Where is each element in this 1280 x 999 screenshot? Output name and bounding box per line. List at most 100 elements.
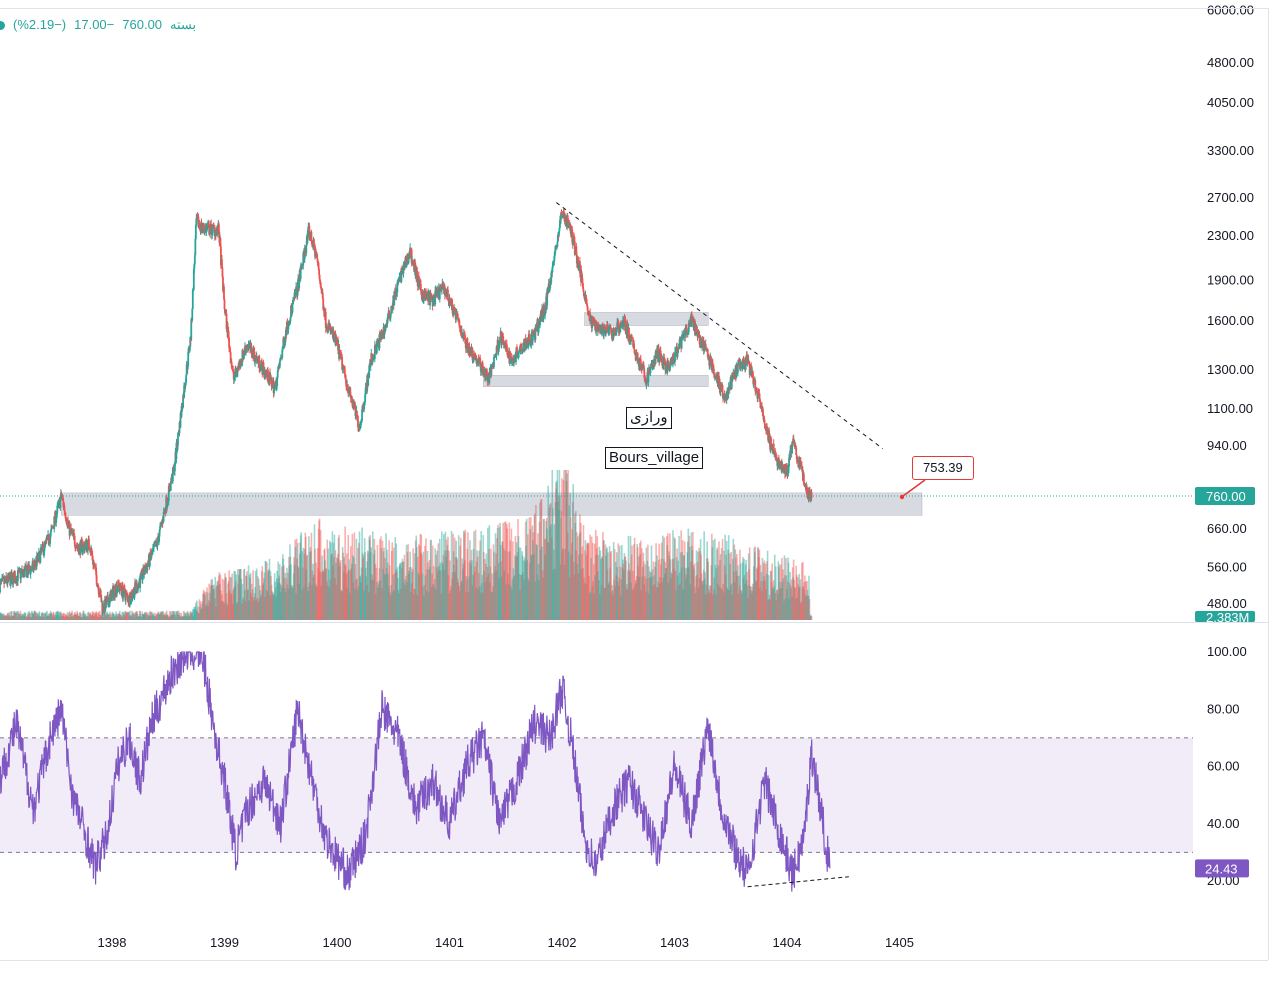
volume-bar: [582, 525, 585, 620]
candle-body: [169, 481, 172, 491]
volume-bar: [184, 615, 187, 620]
volume-bar: [543, 518, 545, 620]
candle-body: [537, 328, 540, 333]
volume-bar: [61, 615, 63, 620]
candle-body: [712, 368, 715, 375]
volume-bar: [303, 553, 306, 620]
ohlc-legend: بسته760.00−17.00(−2.19%): [0, 17, 204, 33]
volume-bar: [76, 610, 79, 620]
candle-body: [631, 338, 634, 340]
volume-bar: [695, 576, 697, 620]
candle-body: [344, 373, 347, 376]
volume-bar: [494, 565, 496, 620]
candle-body: [139, 574, 142, 576]
candle-body: [643, 368, 646, 378]
volume-bar: [409, 551, 411, 620]
volume-bar: [705, 584, 708, 620]
volume-bar: [341, 591, 343, 620]
volume-bar: [236, 569, 239, 620]
volume-bar: [262, 584, 264, 620]
volume-bar: [257, 602, 260, 620]
volume-bar: [806, 581, 808, 620]
candle-body: [201, 229, 203, 231]
volume-bar: [264, 560, 267, 620]
candle-body: [684, 334, 687, 337]
candle-body: [35, 555, 38, 567]
candle-body: [152, 548, 154, 552]
volume-bar: [361, 527, 363, 620]
candle-body: [684, 325, 687, 335]
price-zone-3[interactable]: [483, 375, 709, 387]
volume-bar: [657, 559, 660, 620]
volume-bar: [469, 559, 472, 620]
volume-bar: [418, 575, 421, 620]
volume-bar: [389, 595, 392, 620]
volume-bar: [596, 571, 599, 620]
volume-bar: [441, 562, 444, 620]
rsi-divergence-line[interactable]: [747, 876, 849, 888]
candle-body: [534, 326, 537, 340]
rsi-badge[interactable]: [1195, 859, 1249, 878]
volume-badge[interactable]: [1195, 611, 1255, 622]
volume-bar: [182, 611, 185, 620]
volume-bar: [734, 549, 737, 620]
candle-body: [81, 549, 84, 552]
volume-bar: [207, 600, 210, 620]
candle-body: [676, 346, 678, 357]
volume-bar: [750, 593, 753, 620]
candle-body: [304, 247, 307, 252]
candle-body: [487, 375, 490, 377]
volume-bar: [800, 603, 802, 620]
volume-bar: [31, 611, 34, 620]
volume-bar: [146, 617, 149, 620]
candle-body: [783, 468, 785, 470]
volume-bar: [56, 610, 59, 620]
price-zone-2[interactable]: [584, 312, 709, 326]
candle-body: [17, 570, 19, 582]
volume-bar: [291, 587, 293, 620]
volume-bar: [535, 504, 537, 620]
volume-bar: [712, 594, 714, 620]
volume-bar: [344, 526, 346, 620]
candle-body: [624, 320, 627, 332]
volume-bar: [444, 550, 446, 620]
volume-bar: [621, 567, 624, 620]
volume-bar: [763, 560, 766, 620]
volume-bar: [807, 595, 809, 620]
volume-bar: [359, 577, 361, 620]
candle-body: [81, 541, 84, 552]
volume-bar: [235, 603, 238, 620]
volume-bar: [93, 615, 96, 620]
volume-bar: [272, 592, 274, 620]
volume-bar: [672, 558, 675, 620]
last-price-badge[interactable]: [1195, 487, 1255, 505]
volume-bar: [431, 545, 434, 620]
price-callout[interactable]: 753.39: [912, 456, 974, 480]
volume-bar: [54, 614, 57, 620]
candle-body: [422, 291, 424, 301]
rsi-pane[interactable]: [0, 651, 1193, 892]
candle-body: [554, 246, 557, 253]
volume-bar: [288, 565, 291, 620]
volume-bar: [749, 585, 751, 620]
volume-bar: [713, 589, 715, 620]
volume-bar: [299, 542, 301, 620]
price-zone-1[interactable]: [61, 492, 923, 516]
candle-body: [435, 289, 438, 292]
volume-bar: [16, 617, 19, 620]
volume-bar: [390, 584, 393, 620]
price-pane[interactable]: [0, 202, 1193, 620]
volume-bar: [500, 561, 502, 620]
volume-bar: [9, 616, 12, 620]
rsi-line[interactable]: [0, 651, 831, 892]
volume-bar: [708, 585, 711, 620]
volume-bar: [376, 545, 379, 620]
volume-bar: [256, 597, 259, 620]
volume-bar: [217, 580, 219, 620]
volume-bar: [150, 615, 152, 620]
candle-body: [793, 439, 796, 446]
candle-body: [10, 573, 13, 580]
candle-body: [243, 353, 246, 355]
candle-body: [73, 533, 76, 536]
